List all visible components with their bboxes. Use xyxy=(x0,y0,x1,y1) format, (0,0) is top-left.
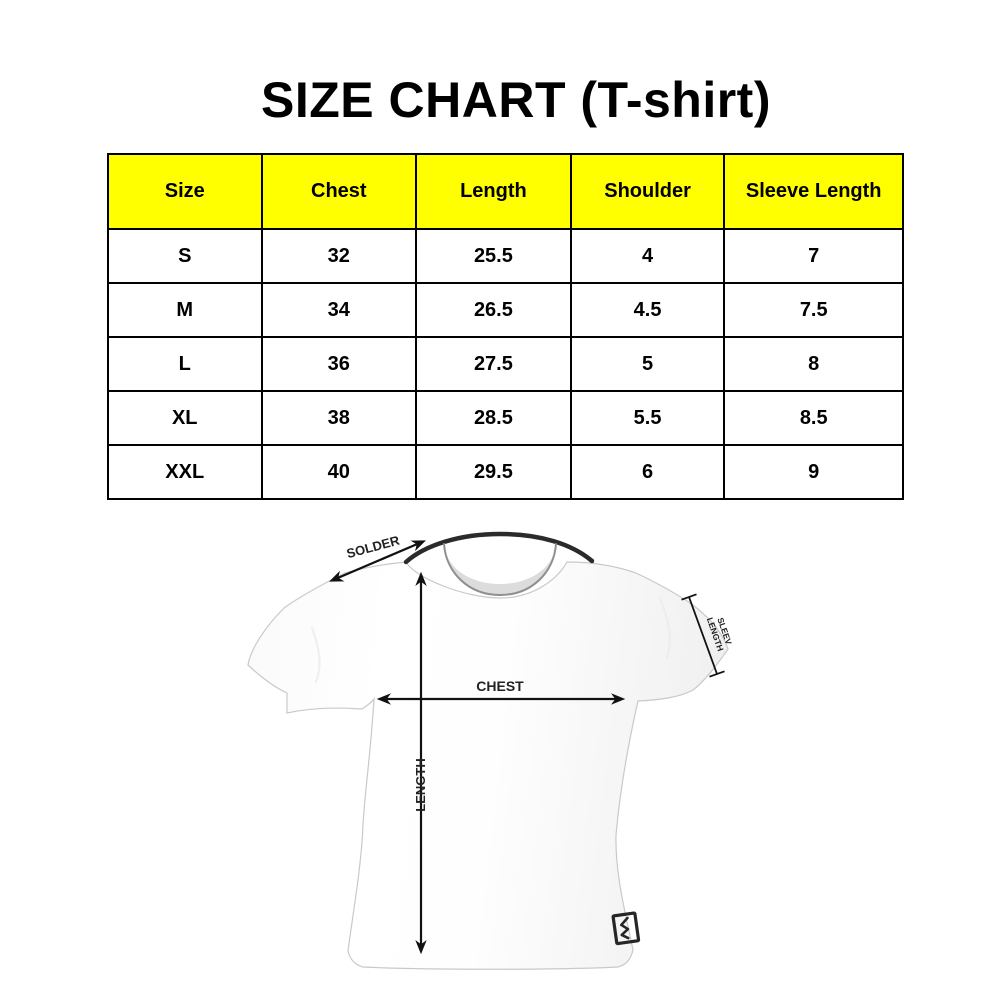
svg-text:CHEST: CHEST xyxy=(476,678,524,694)
svg-text:LENGTH: LENGTH xyxy=(413,758,428,811)
svg-text:SOLDER: SOLDER xyxy=(345,532,402,561)
